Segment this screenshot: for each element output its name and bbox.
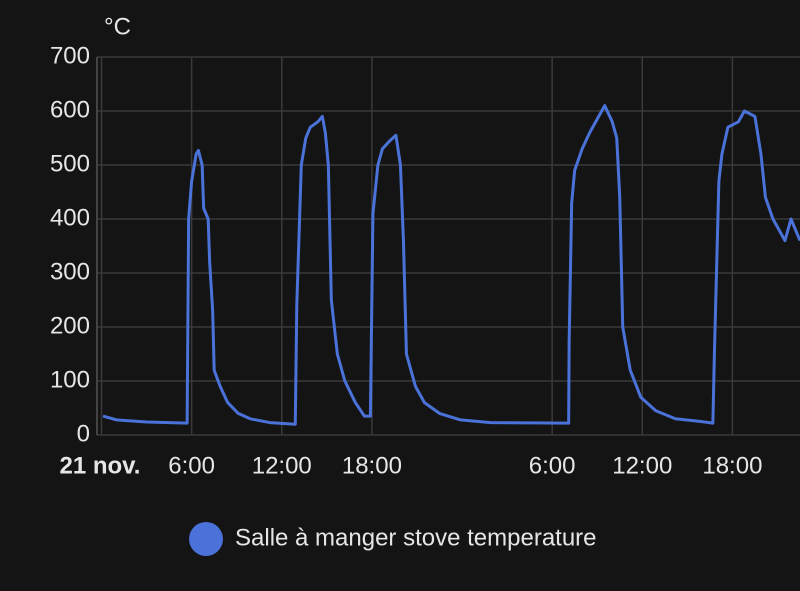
y-tick-label: 100 <box>50 366 90 393</box>
y-tick-label: 600 <box>50 96 90 123</box>
y-tick-label: 700 <box>50 42 90 69</box>
x-tick-label: 12:00 <box>612 452 672 479</box>
x-tick-label: 12:00 <box>252 452 312 479</box>
y-tick-label: 0 <box>77 420 90 447</box>
y-tick-label: 400 <box>50 204 90 231</box>
x-tick-label: 18:00 <box>342 452 402 479</box>
y-tick-label: 300 <box>50 258 90 285</box>
legend-marker <box>189 522 223 556</box>
x-tick-label: 6:00 <box>529 452 576 479</box>
x-tick-label: 6:00 <box>168 452 215 479</box>
line <box>102 104 800 426</box>
y-tick-label: 200 <box>50 312 90 339</box>
x-tick-label: 21 nov. <box>60 452 141 479</box>
y-tick-label: 500 <box>50 150 90 177</box>
x-tick-label: 18:00 <box>702 452 762 479</box>
y-axis-label: °C <box>104 13 131 40</box>
legend-label: Salle à manger stove temperature <box>235 524 597 551</box>
